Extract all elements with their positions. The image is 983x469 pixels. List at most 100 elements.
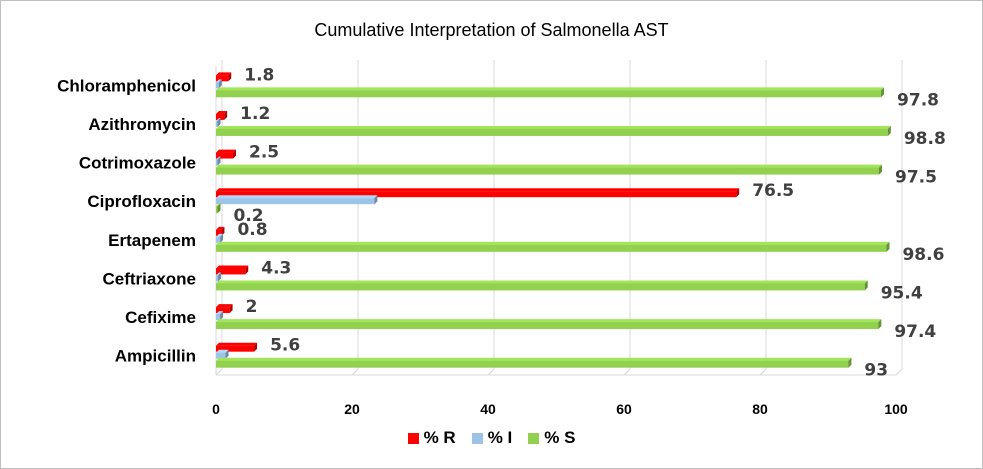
bar-side-face <box>220 311 224 321</box>
bar-top-face <box>216 110 228 114</box>
grid-diagonal <box>487 368 495 376</box>
grid-diagonal <box>895 368 903 376</box>
category-label: Ciprofloxacin <box>87 192 196 211</box>
bar-top-face <box>216 272 222 276</box>
category-label: Ampicillin <box>115 347 196 366</box>
bar <box>216 322 879 330</box>
data-label: 0.8 <box>237 220 267 240</box>
data-label: 2.5 <box>249 143 279 163</box>
bar-top-face <box>216 164 882 168</box>
category-label: Ceftriaxone <box>102 269 196 288</box>
bar-side-face <box>374 195 378 205</box>
bar <box>216 307 230 314</box>
bar-side-face <box>881 87 885 98</box>
bar-top-face <box>216 195 378 199</box>
bar-side-face <box>864 280 868 291</box>
x-tick-label: 0 <box>212 401 220 417</box>
data-label: 97.4 <box>894 322 936 342</box>
bar-side-face <box>848 357 852 368</box>
bar <box>216 360 849 368</box>
data-label: 76.5 <box>752 181 794 201</box>
bar <box>216 268 246 275</box>
bar <box>216 152 233 159</box>
legend-item: % I <box>471 428 512 448</box>
x-tick-label: 60 <box>616 401 632 417</box>
bar <box>216 236 221 243</box>
bar-side-face <box>878 319 882 330</box>
bar <box>216 198 375 205</box>
bar-top-face <box>216 117 221 121</box>
bar-top-face <box>216 125 891 129</box>
category-label: Chloramphenicol <box>57 76 196 95</box>
grid-diagonal <box>623 368 631 376</box>
bar-top-face <box>216 156 221 160</box>
bar <box>216 113 225 120</box>
bar-side-face <box>229 304 233 314</box>
data-label: 95.4 <box>881 283 923 303</box>
data-label: 5.6 <box>270 336 300 356</box>
bar-side-face <box>879 164 882 175</box>
chart-legend: % R % I % S <box>0 428 983 448</box>
bar-top-face <box>216 188 740 192</box>
bar-top-face <box>216 226 225 230</box>
bar-top-face <box>216 87 885 91</box>
x-tick-label: 20 <box>344 401 360 417</box>
legend-label: % S <box>544 428 576 447</box>
bar <box>216 283 865 291</box>
bar-top-face <box>216 357 852 361</box>
category-label: Cotrimoxazole <box>79 154 196 173</box>
chart-title: Cumulative Interpretation of Salmonella … <box>314 20 669 40</box>
data-label: 93 <box>864 361 888 381</box>
bar <box>216 244 887 252</box>
bar <box>216 229 222 236</box>
bar-side-face <box>887 125 891 136</box>
bar <box>216 159 218 166</box>
bar-side-face <box>736 188 740 198</box>
bar-side-face <box>217 117 221 127</box>
bar-side-face <box>228 72 232 82</box>
legend-swatch <box>407 433 419 445</box>
bar-side-face <box>233 149 236 159</box>
x-tick-label: 40 <box>480 401 496 417</box>
data-label: 97.5 <box>895 168 937 188</box>
grid-diagonal <box>351 368 359 376</box>
bar-top-face <box>216 304 233 308</box>
bar <box>216 128 888 136</box>
bar-side-face <box>217 156 221 166</box>
legend-swatch <box>471 433 483 445</box>
bar <box>216 206 218 214</box>
bar-top-face <box>216 149 236 153</box>
bar-top-face <box>216 241 890 245</box>
bar-side-face <box>217 203 221 214</box>
bar-side-face <box>886 241 890 252</box>
bar-side-face <box>221 226 225 236</box>
bar <box>216 275 219 282</box>
bar <box>216 90 882 98</box>
bar-top-face <box>216 265 249 269</box>
legend-label: % R <box>423 428 456 447</box>
bar-top-face <box>216 342 258 346</box>
legend-swatch <box>528 433 540 445</box>
bar-top-face <box>216 349 229 353</box>
x-tick-label: 100 <box>884 401 908 417</box>
legend-item: % S <box>528 428 575 448</box>
bar-side-face <box>218 79 222 89</box>
legend-item: % R <box>407 428 456 448</box>
bar <box>216 345 255 352</box>
bar-top-face <box>216 311 224 315</box>
bar <box>216 82 219 89</box>
data-label: 0.2 <box>234 206 264 226</box>
bar-top-face <box>216 319 882 323</box>
bar-side-face <box>224 110 228 120</box>
bar-side-face <box>220 233 224 243</box>
category-label: Azithromycin <box>88 115 196 134</box>
bar <box>216 75 229 82</box>
data-label: 4.3 <box>261 258 291 278</box>
data-label: 97.8 <box>897 90 939 110</box>
bar-top-face <box>216 233 224 237</box>
bar-top-face <box>216 203 221 207</box>
category-label: Cefixime <box>125 308 196 327</box>
data-label: 2 <box>246 297 258 317</box>
grid-diagonal <box>759 368 767 376</box>
